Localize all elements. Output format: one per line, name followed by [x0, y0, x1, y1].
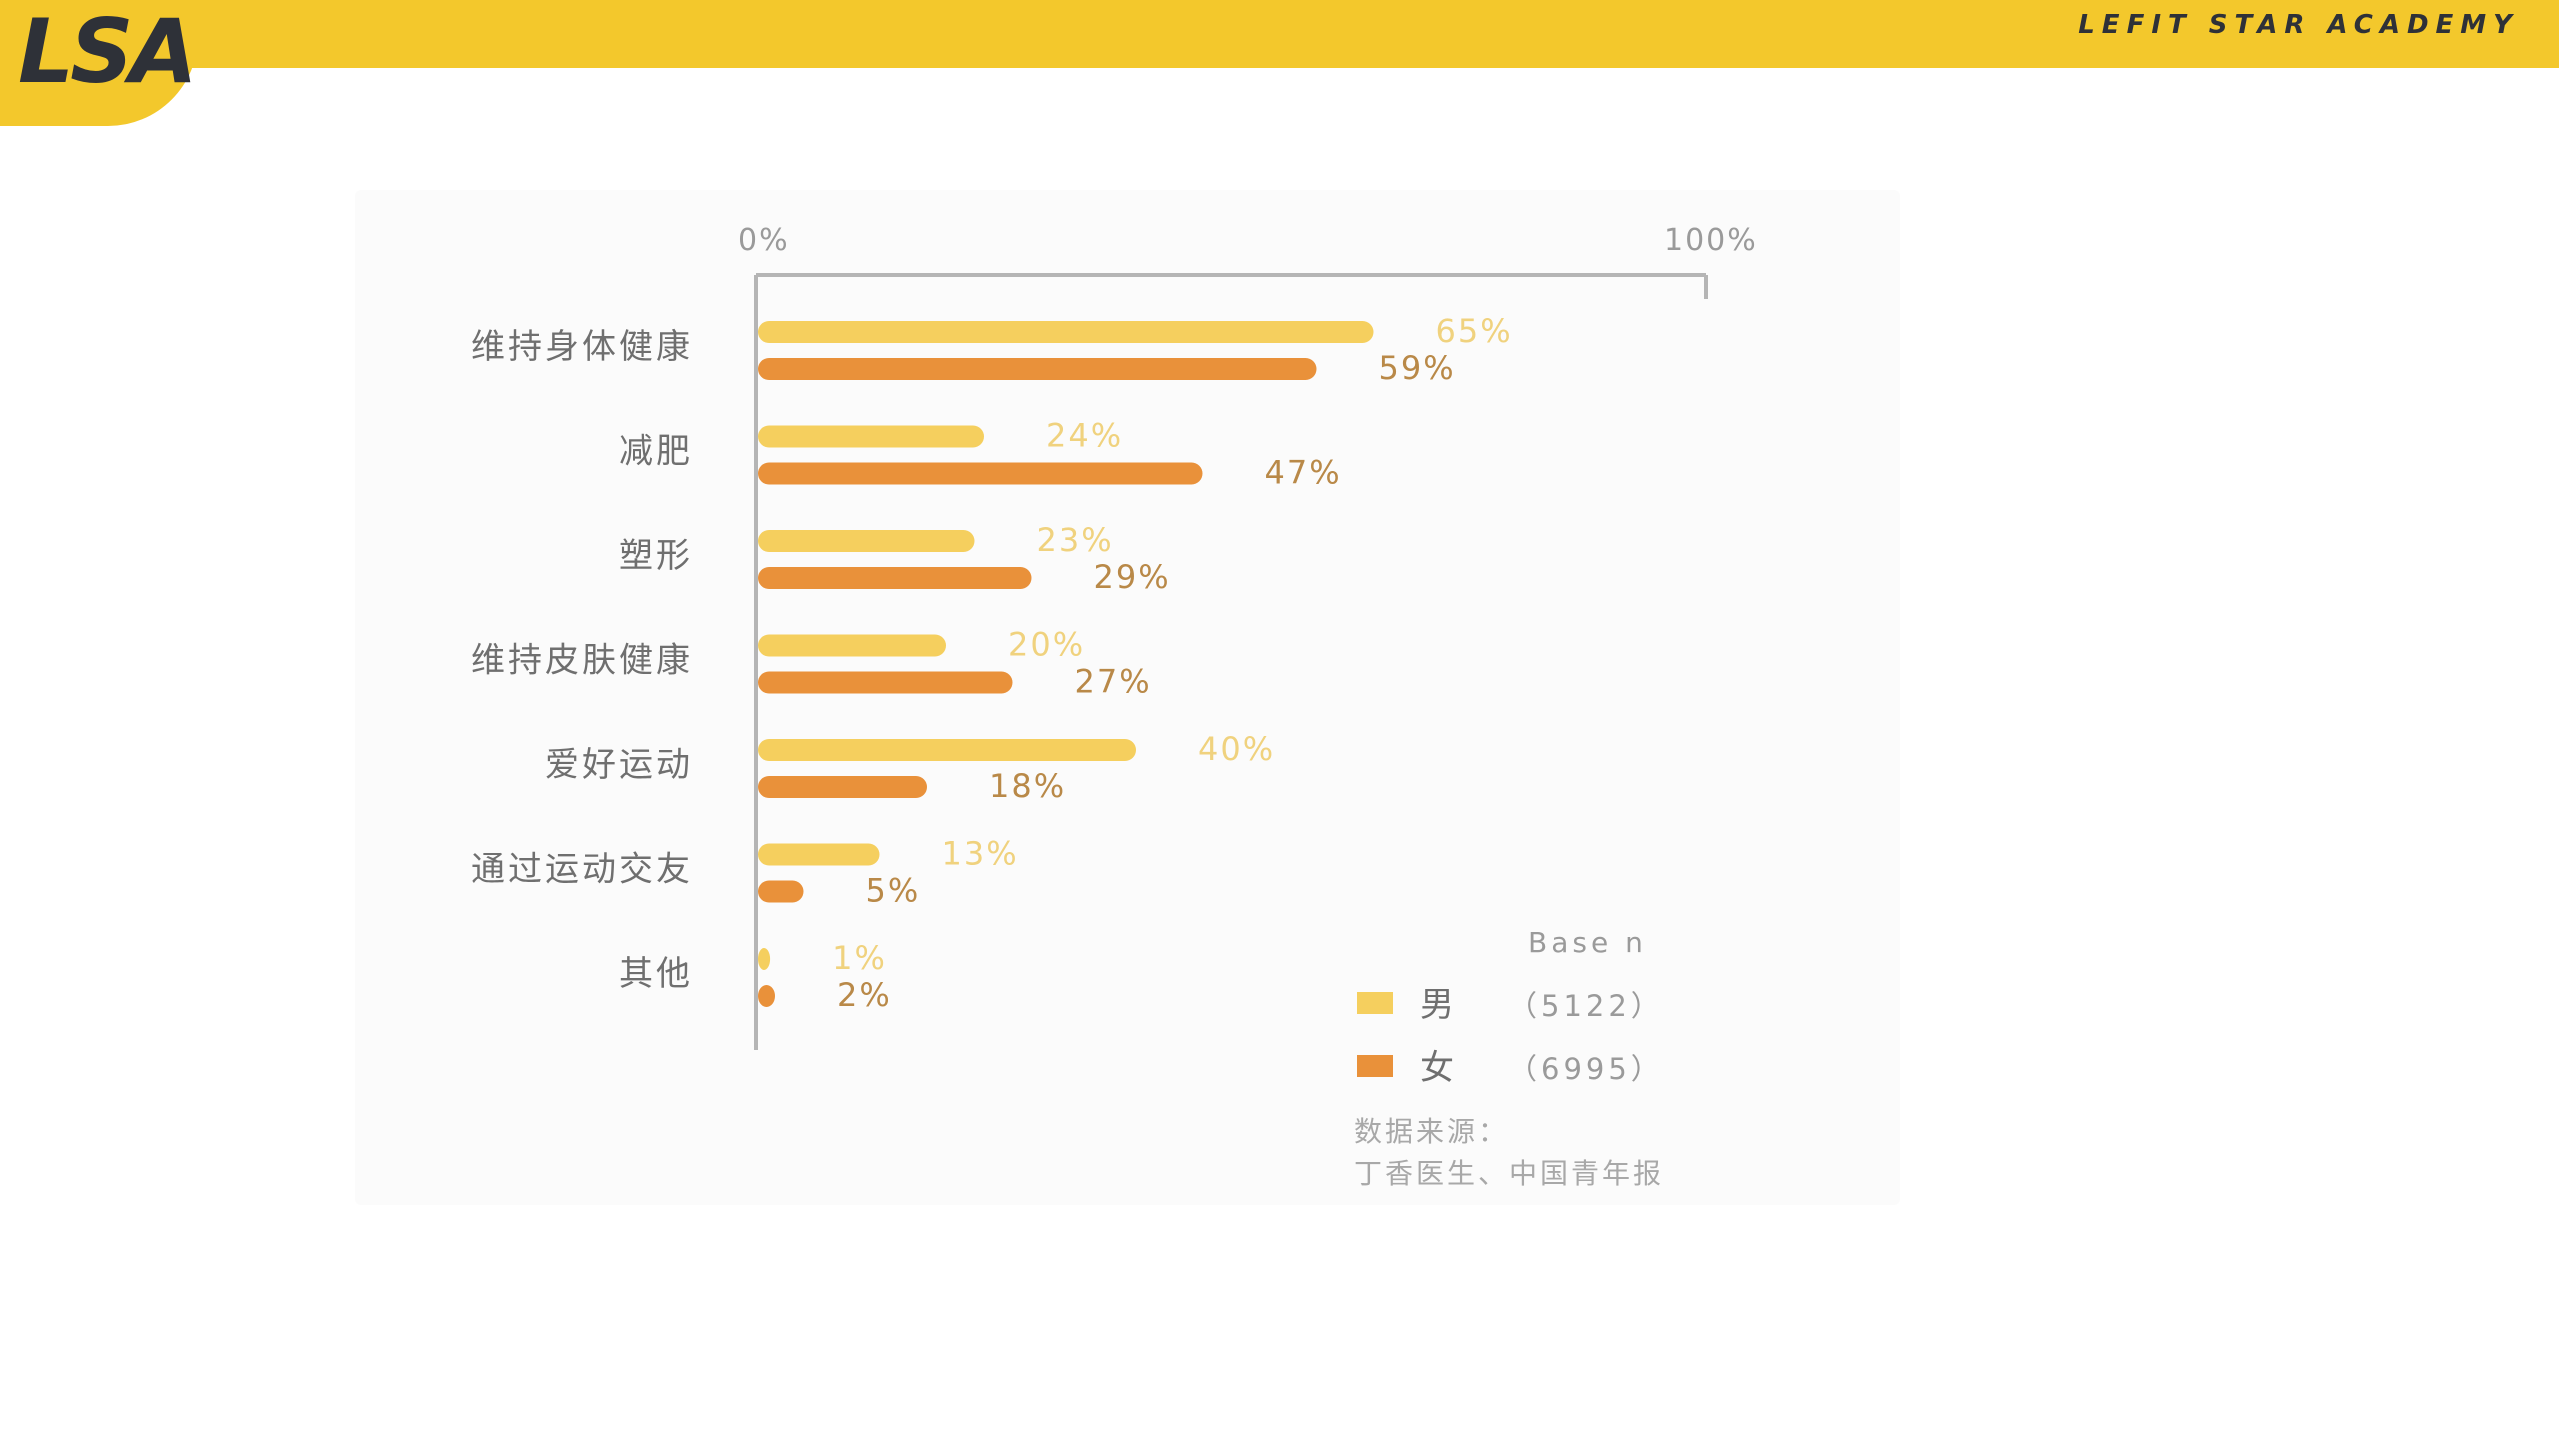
bar-male [758, 948, 771, 970]
bar-male [758, 321, 1374, 343]
category-label: 减肥 [619, 432, 693, 472]
bar-male [758, 739, 1136, 761]
bar-male [758, 425, 984, 448]
source-text: 丁香医生、中国青年报 [1354, 1157, 1664, 1190]
legend-swatch-male [1357, 992, 1393, 1014]
value-label-female: 27% [1075, 663, 1152, 701]
value-label-male: 20% [1008, 626, 1085, 664]
logo: LSA [18, 0, 198, 103]
bar-female [758, 567, 1032, 589]
category-label: 维持身体健康 [471, 327, 693, 367]
value-label-male: 13% [942, 835, 1019, 873]
legend-label-female: 女 [1420, 1048, 1454, 1088]
value-label-female: 2% [837, 976, 892, 1014]
logo-tab: LSA [0, 0, 198, 126]
bar-male [758, 843, 880, 866]
bar-female [758, 358, 1317, 380]
bar-female [758, 671, 1013, 694]
value-label-female: 59% [1379, 349, 1456, 387]
source-label: 数据来源： [1354, 1115, 1509, 1148]
category-label: 维持皮肤健康 [471, 641, 693, 681]
bar-female [758, 880, 804, 903]
value-label-male: 65% [1436, 312, 1513, 350]
axis-group: 0% 100% [738, 223, 1758, 1050]
category-label: 其他 [619, 954, 693, 994]
bar-female [758, 462, 1203, 485]
bar-female [758, 776, 927, 798]
value-label-female: 47% [1265, 454, 1342, 492]
legend: Base n 男 （5122） 女 （6995） 数据来源： 丁香医生、中国青年… [1354, 926, 1664, 1190]
legend-count-female: （6995） [1508, 1052, 1664, 1086]
header-bar [0, 0, 2559, 68]
bar-male [758, 634, 946, 657]
value-label-male: 24% [1046, 417, 1123, 455]
category-label: 通过运动交友 [471, 850, 693, 890]
bars: 65%59% 24% 47% 23%29%20%27% 40% 18% 13% 5% 1%2% [758, 312, 1513, 1014]
bar-male [758, 530, 975, 552]
legend-swatch-female [1357, 1055, 1393, 1077]
legend-count-male: （5122） [1508, 989, 1664, 1023]
brand-name: LEFIT STAR ACADEMY [2078, 10, 2519, 40]
value-label-male: 23% [1037, 521, 1114, 559]
value-label-female: 18% [989, 767, 1066, 805]
value-label-male: 40% [1198, 730, 1275, 768]
category-label: 爱好运动 [545, 745, 693, 785]
axis-end-label: 100% [1664, 223, 1758, 258]
value-label-male: 1% [832, 939, 887, 977]
legend-title: Base n [1528, 926, 1647, 959]
axis-start-label: 0% [738, 223, 790, 258]
value-label-female: 5% [866, 872, 921, 910]
category-label: 塑形 [619, 536, 693, 576]
value-label-female: 29% [1094, 558, 1171, 596]
legend-label-male: 男 [1420, 985, 1454, 1025]
bar-female [758, 985, 775, 1007]
